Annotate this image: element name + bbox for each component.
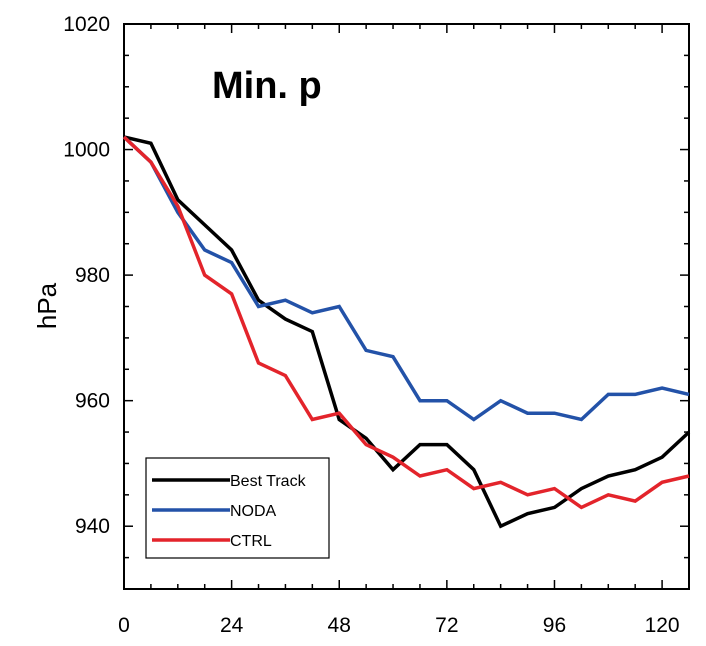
series-line-ctrl — [122, 135, 690, 510]
series-lines — [122, 135, 691, 529]
y-axis-label: hPa — [32, 282, 62, 329]
series-line-best-track — [123, 135, 691, 529]
x-tick-label: 48 — [328, 614, 351, 637]
legend-items: Best Track NODA CTRL — [152, 473, 307, 550]
y-tick-label: 980 — [75, 264, 110, 287]
chart-title: Min. p — [212, 65, 322, 107]
y-tick-label: 1000 — [63, 139, 110, 162]
x-tick-label: 120 — [645, 614, 680, 637]
tick-labels: 0 24 48 72 96 120 940 960 980 1000 1020 — [63, 13, 679, 637]
legend-label: Best Track — [230, 473, 307, 490]
x-tick-label: 0 — [118, 614, 130, 637]
y-tick-label: 1020 — [63, 13, 110, 36]
y-tick-label: 960 — [75, 390, 110, 413]
x-tick-label: 72 — [435, 614, 458, 637]
legend-label: NODA — [230, 503, 277, 520]
x-tick-label: 24 — [220, 614, 244, 637]
y-tick-label: 940 — [75, 515, 110, 538]
series-line-noda — [122, 135, 690, 422]
legend: Best Track NODA CTRL — [145, 457, 330, 559]
legend-label: CTRL — [230, 533, 272, 550]
x-tick-label: 96 — [543, 614, 566, 637]
axis-ticks — [123, 23, 690, 590]
